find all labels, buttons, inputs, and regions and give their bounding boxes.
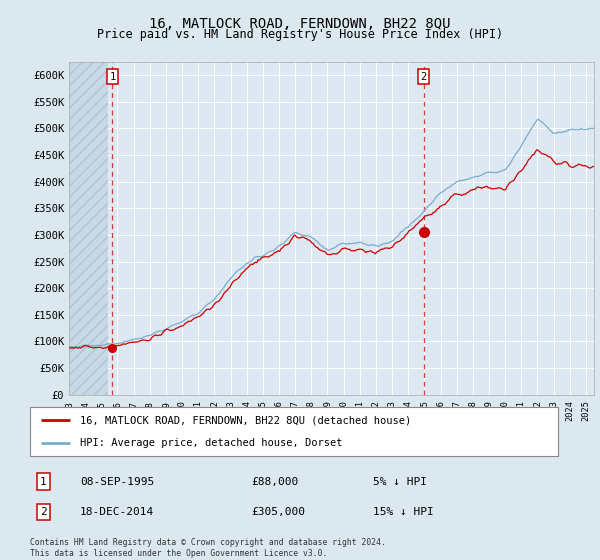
Text: 08-SEP-1995: 08-SEP-1995 <box>80 477 154 487</box>
Text: 15% ↓ HPI: 15% ↓ HPI <box>373 507 434 517</box>
Text: 1: 1 <box>40 477 47 487</box>
Bar <box>69 62 108 395</box>
Text: 16, MATLOCK ROAD, FERNDOWN, BH22 8QU (detached house): 16, MATLOCK ROAD, FERNDOWN, BH22 8QU (de… <box>80 416 412 426</box>
Text: 1: 1 <box>109 72 116 82</box>
Text: HPI: Average price, detached house, Dorset: HPI: Average price, detached house, Dors… <box>80 438 343 448</box>
Text: Contains HM Land Registry data © Crown copyright and database right 2024.
This d: Contains HM Land Registry data © Crown c… <box>30 538 386 558</box>
Text: 5% ↓ HPI: 5% ↓ HPI <box>373 477 427 487</box>
Text: £305,000: £305,000 <box>252 507 306 517</box>
Text: 18-DEC-2014: 18-DEC-2014 <box>80 507 154 517</box>
Text: Price paid vs. HM Land Registry's House Price Index (HPI): Price paid vs. HM Land Registry's House … <box>97 28 503 41</box>
Text: 2: 2 <box>421 72 427 82</box>
Text: £88,000: £88,000 <box>252 477 299 487</box>
Text: 16, MATLOCK ROAD, FERNDOWN, BH22 8QU: 16, MATLOCK ROAD, FERNDOWN, BH22 8QU <box>149 17 451 31</box>
Text: 2: 2 <box>40 507 47 517</box>
